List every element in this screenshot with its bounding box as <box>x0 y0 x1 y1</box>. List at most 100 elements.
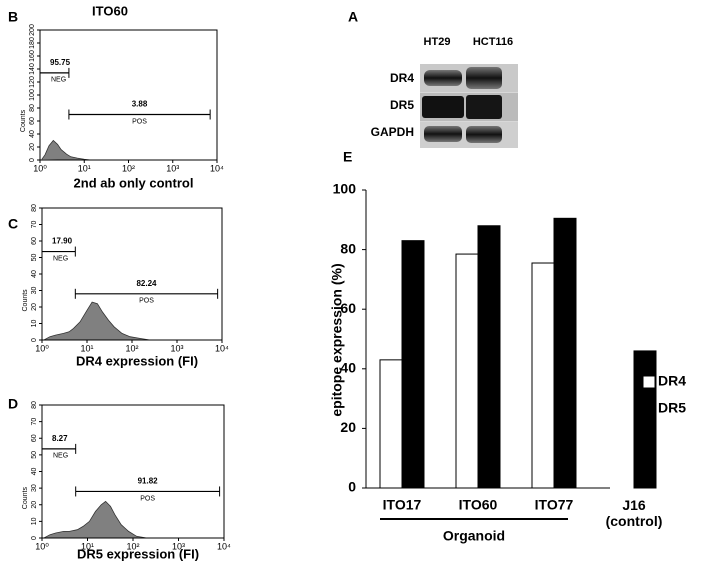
y-tick-label: 120 <box>29 76 36 88</box>
plot-frame <box>39 29 218 161</box>
y-tick-label: 30 <box>31 287 38 295</box>
x-tick-label: 10³ <box>170 343 183 353</box>
y-tick-label: 60 <box>29 117 36 125</box>
y-axis-title: Counts <box>22 487 29 510</box>
y-tick-label: 40 <box>31 270 38 278</box>
y-tick-label: 180 <box>29 37 36 49</box>
y-tick-label: 100 <box>333 181 357 197</box>
panel-letter: B <box>8 9 18 25</box>
chart-title: ITO60 <box>92 3 128 18</box>
y-tick-label: 80 <box>340 240 356 256</box>
gate-value: 17.90 <box>52 237 73 246</box>
group-label: Organoid <box>443 528 505 544</box>
y-tick-label: 0 <box>348 479 356 495</box>
legend-label: DR4 <box>658 373 686 389</box>
x-tick-label: 10³ <box>166 163 179 173</box>
x-tick-label: 10⁴ <box>210 163 224 173</box>
x-tick-label: ITO77 <box>535 497 574 513</box>
y-tick-label: 10 <box>31 320 38 328</box>
y-tick-label: 60 <box>31 237 38 245</box>
blot-image <box>420 64 518 148</box>
y-tick-label: 70 <box>31 418 38 426</box>
histogram <box>43 500 147 539</box>
gate-name: NEG <box>53 255 68 262</box>
x-tick-label: ITO60 <box>459 497 498 513</box>
y-tick-label: 80 <box>31 401 38 409</box>
gate-name: NEG <box>53 453 68 460</box>
x-tick-label: ITO17 <box>383 497 422 513</box>
y-tick-label: 60 <box>31 434 38 442</box>
x-tick-label: 10⁴ <box>217 541 231 551</box>
plot-frame <box>41 207 223 341</box>
bar <box>553 217 577 489</box>
y-tick-label: 0 <box>31 338 38 342</box>
x-tick-label: 10⁰ <box>35 343 49 353</box>
y-tick-label: 40 <box>340 360 356 376</box>
panel-letter: E <box>343 149 352 165</box>
x-tick-label: 10¹ <box>80 343 93 353</box>
x-axis-title: DR4 expression (FI) <box>76 353 198 368</box>
y-tick-label: 70 <box>31 221 38 229</box>
row-label: DR5 <box>390 98 414 112</box>
gate-value: 95.75 <box>50 58 71 67</box>
legend-swatch <box>642 402 656 416</box>
x-tick-label: 10¹ <box>78 163 91 173</box>
legend-label: DR5 <box>658 400 686 416</box>
x-axis-title: DR5 expression (FI) <box>77 546 199 561</box>
gate-name: POS <box>132 118 147 125</box>
y-tick-label: 30 <box>31 484 38 492</box>
y-tick-label: 20 <box>31 501 38 509</box>
y-tick-label: 20 <box>29 143 36 151</box>
x-tick-label: J16 (control) <box>606 497 663 529</box>
bar <box>379 359 403 489</box>
y-tick-label: 0 <box>31 536 38 540</box>
bar <box>531 262 555 489</box>
x-tick-label: 10² <box>125 343 138 353</box>
histogram <box>41 139 91 161</box>
panel-letter: C <box>8 216 18 232</box>
gate-value: 91.82 <box>138 477 159 486</box>
row-label: DR4 <box>390 71 414 85</box>
bar <box>633 350 657 489</box>
gate-name: NEG <box>51 77 66 84</box>
y-tick-label: 50 <box>31 451 38 459</box>
x-tick-label: 10¹ <box>81 541 94 551</box>
y-tick-label: 20 <box>340 419 356 435</box>
bar <box>455 253 479 489</box>
gate-name: POS <box>140 495 155 502</box>
y-tick-label: 10 <box>31 517 38 525</box>
gate-value: 82.24 <box>136 279 157 288</box>
y-tick-label: 40 <box>31 468 38 476</box>
y-tick-label: 0 <box>29 158 36 162</box>
x-tick-label: 10⁰ <box>33 163 47 173</box>
plot-frame <box>41 404 225 539</box>
x-tick-label: 10⁰ <box>35 541 49 551</box>
y-tick-label: 140 <box>29 63 36 75</box>
y-tick-label: 60 <box>340 300 356 316</box>
bar <box>401 240 425 489</box>
y-tick-label: 20 <box>31 303 38 311</box>
y-axis-title: Counts <box>20 109 27 132</box>
panel-letter: A <box>348 9 358 25</box>
gate-name: POS <box>139 298 154 305</box>
x-tick-label: 10² <box>126 541 139 551</box>
row-label: GAPDH <box>371 125 414 139</box>
legend-swatch <box>642 375 656 389</box>
y-axis-title: epitope expression (%) <box>329 263 345 416</box>
gate-value: 8.27 <box>52 434 68 443</box>
bar <box>477 225 501 489</box>
y-axis-title: Counts <box>22 289 29 312</box>
gate-value: 3.88 <box>132 100 148 109</box>
x-axis-title: 2nd ab only control <box>74 175 194 190</box>
y-tick-label: 100 <box>29 89 36 101</box>
column-label: HCT116 <box>473 36 513 48</box>
y-tick-label: 40 <box>29 130 36 138</box>
y-tick-label: 200 <box>29 24 36 36</box>
y-tick-label: 160 <box>29 50 36 62</box>
panel-letter: D <box>8 396 18 412</box>
histogram <box>43 301 150 341</box>
y-tick-label: 80 <box>31 204 38 212</box>
x-tick-label: 10³ <box>172 541 185 551</box>
x-tick-label: 10² <box>122 163 135 173</box>
